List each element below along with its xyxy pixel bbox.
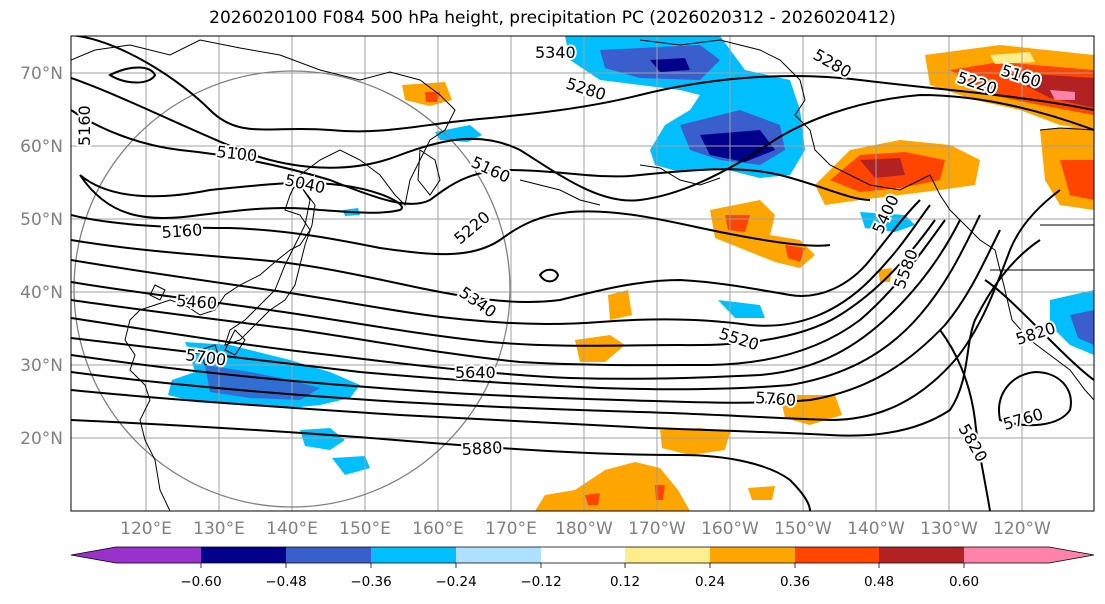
colorbar-swatch <box>541 547 625 563</box>
lon-label: 140°E <box>266 519 318 539</box>
colorbar-swatch <box>371 547 456 563</box>
lat-label: 60°N <box>20 137 63 157</box>
precip-pc-shading <box>168 36 1094 511</box>
colorbar-tick-label: 0.24 <box>695 574 725 590</box>
height-contours <box>71 36 1094 511</box>
lat-label: 20°N <box>20 429 63 449</box>
colorbar-swatch <box>456 547 541 563</box>
graticule <box>71 36 1094 511</box>
longitude-labels: 120°E 130°E 140°E 150°E 160°E 170°E 180°… <box>120 519 1051 539</box>
contour-label: 5160 <box>161 220 203 242</box>
colorbar-swatch <box>879 547 964 563</box>
colorbar-swatch <box>286 547 371 563</box>
coastlines <box>71 39 1094 511</box>
lon-label: 120°W <box>993 519 1051 539</box>
colorbar-swatch <box>964 547 1094 563</box>
lat-label: 30°N <box>20 356 63 376</box>
contour-label: 5340 <box>535 43 576 62</box>
map-frame <box>70 35 1095 512</box>
lon-label: 130°E <box>193 519 245 539</box>
lat-label: 50°N <box>20 210 63 230</box>
colorbar-swatch <box>201 547 286 563</box>
contour-label: 5160 <box>75 105 94 146</box>
colorbar-tick-label: −0.60 <box>180 574 221 590</box>
colorbar: −0.60 −0.48 −0.36 −0.24 −0.12 0.12 0.24 … <box>70 546 1095 590</box>
colorbar-swatch <box>625 547 710 563</box>
colorbar-tick-label: 0.60 <box>949 574 979 590</box>
contour-label: 5760 <box>755 388 797 410</box>
lon-label: 150°E <box>339 519 391 539</box>
lat-label: 40°N <box>20 283 63 303</box>
colorbar-swatch <box>71 547 201 563</box>
contour-label: 5880 <box>461 438 503 459</box>
colorbar-swatch <box>795 547 879 563</box>
colorbar-tick-label: 0.12 <box>610 574 640 590</box>
colorbar-tick-label: −0.24 <box>435 574 476 590</box>
colorbar-tick-label: 0.48 <box>864 574 894 590</box>
map-title: 2026020100 F084 500 hPa height, precipit… <box>209 8 896 28</box>
colorbar-swatch <box>710 547 795 563</box>
lon-label: 180°W <box>555 519 613 539</box>
lon-label: 170°E <box>485 519 537 539</box>
lat-label: 70°N <box>20 64 63 84</box>
contour-label: 5460 <box>176 291 218 313</box>
lon-label: 140°W <box>847 519 905 539</box>
latitude-labels: 70°N 60°N 50°N 40°N 30°N 20°N <box>20 64 63 449</box>
colorbar-tick-label: −0.48 <box>265 574 306 590</box>
colorbar-tick-label: −0.36 <box>350 574 391 590</box>
lon-label: 160°W <box>701 519 759 539</box>
map-panel <box>71 36 1094 511</box>
colorbar-tick-label: −0.12 <box>520 574 561 590</box>
lon-label: 130°W <box>920 519 978 539</box>
lon-label: 170°W <box>628 519 686 539</box>
lon-label: 160°E <box>412 519 464 539</box>
colorbar-tick-label: 0.36 <box>780 574 810 590</box>
lon-label: 120°E <box>120 519 172 539</box>
contour-label: 5640 <box>455 363 496 382</box>
lon-label: 150°W <box>774 519 832 539</box>
range-ring <box>73 70 511 508</box>
